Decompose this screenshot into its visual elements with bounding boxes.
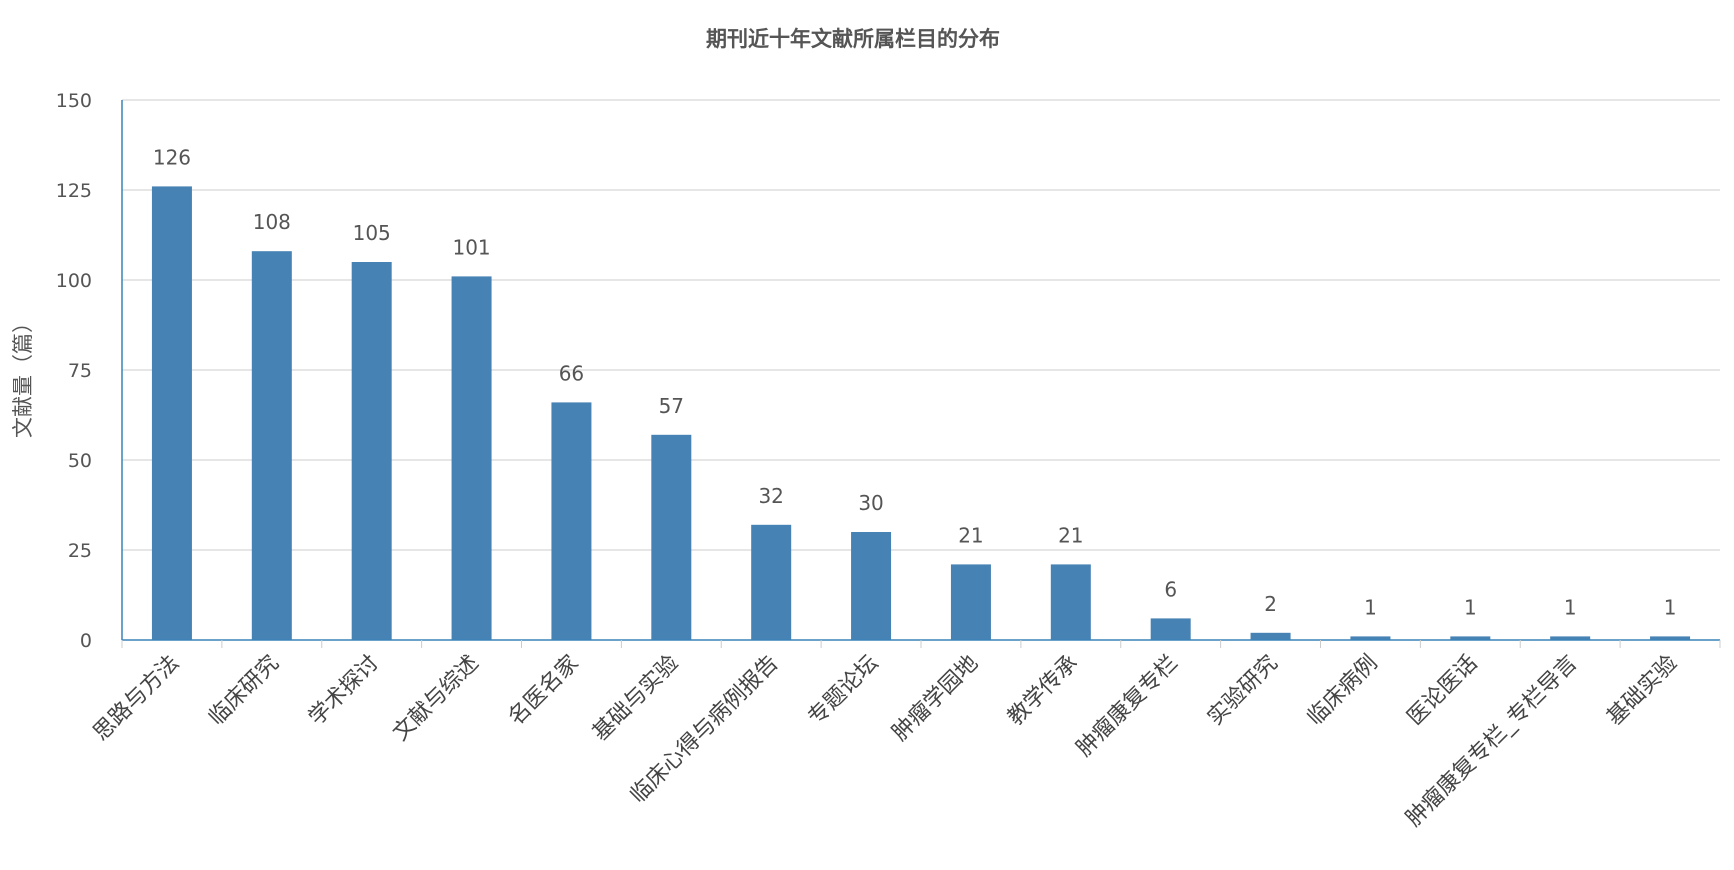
bar[interactable] [151, 186, 192, 640]
bar[interactable] [651, 434, 692, 640]
bar[interactable] [351, 262, 392, 640]
x-tick-label: 名医名家 [504, 651, 584, 731]
data-label: 1 [1564, 595, 1577, 619]
y-tick-label: 25 [68, 540, 92, 562]
x-tick-label: 教学传承 [1003, 651, 1083, 731]
y-axis-label: 文献量（篇） [11, 312, 35, 438]
bar[interactable] [451, 276, 492, 640]
x-tick-label: 肿瘤康复专栏_专栏导言 [1401, 651, 1582, 832]
chart-title: 期刊近十年文献所属栏目的分布 [706, 27, 1000, 51]
data-label: 21 [1058, 523, 1083, 547]
x-tick-label: 文献与综述 [388, 651, 483, 746]
y-tick-label: 150 [56, 90, 92, 112]
data-label: 21 [958, 523, 983, 547]
bar[interactable] [1050, 564, 1091, 640]
y-tick-label: 0 [80, 630, 92, 652]
bar[interactable] [251, 251, 292, 640]
bar[interactable] [1650, 636, 1691, 640]
bar[interactable] [950, 564, 991, 640]
data-label: 1 [1364, 595, 1377, 619]
bars [151, 186, 1691, 640]
bar[interactable] [1550, 636, 1591, 640]
bar[interactable] [1350, 636, 1391, 640]
bar[interactable] [851, 532, 892, 640]
y-tick-label: 50 [68, 450, 92, 472]
x-tick-label: 基础实验 [1602, 651, 1682, 731]
x-tick-label: 基础与实验 [588, 651, 683, 746]
bar[interactable] [1150, 618, 1191, 640]
data-label: 66 [559, 361, 584, 385]
data-label: 108 [253, 210, 291, 234]
data-label: 57 [659, 394, 684, 418]
y-tick-label: 100 [56, 270, 92, 292]
bar[interactable] [1450, 636, 1491, 640]
x-tick-label: 肿瘤康复专栏 [1072, 651, 1183, 762]
x-tick-label: 思路与方法 [89, 651, 184, 746]
data-label: 6 [1164, 577, 1177, 601]
data-label: 2 [1264, 592, 1277, 616]
y-tick-label: 75 [68, 360, 92, 382]
data-label: 32 [758, 484, 783, 508]
axes [121, 100, 1721, 648]
data-label: 1 [1664, 595, 1677, 619]
data-label: 126 [153, 145, 191, 169]
bar[interactable] [751, 524, 792, 640]
x-tick-label: 专题论坛 [803, 651, 883, 731]
bar[interactable] [1250, 632, 1291, 640]
y-tick-label: 125 [56, 180, 92, 202]
data-label: 101 [452, 235, 490, 259]
bar[interactable] [551, 402, 592, 640]
data-label: 30 [858, 491, 883, 515]
x-tick-label: 医论医话 [1403, 651, 1483, 731]
x-tick-label: 肿瘤学园地 [888, 651, 983, 746]
x-tick-label: 学术探讨 [304, 651, 384, 731]
data-label: 105 [353, 221, 391, 245]
x-tick-label: 临床病例 [1303, 651, 1383, 731]
y-axis-ticks: 0 25 50 75 100 125 150 [56, 90, 92, 652]
x-tick-label: 实验研究 [1203, 651, 1283, 731]
x-tick-label: 临床研究 [204, 651, 284, 731]
data-label: 1 [1464, 595, 1477, 619]
